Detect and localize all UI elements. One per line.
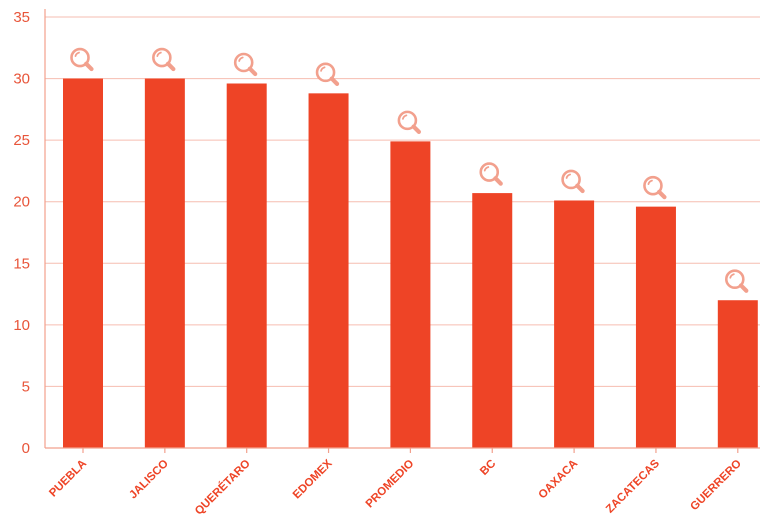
y-tick-label: 35 (13, 9, 30, 26)
x-category-labels: PUEBLA JALISCO QUERÉTARO EDOMEX PROMEDIO BC OA… (47, 457, 744, 518)
y-tick-label: 15 (13, 255, 30, 272)
bar (308, 93, 349, 448)
magnifier-icons (70, 47, 749, 293)
bar (635, 206, 676, 448)
x-category-label: BC (478, 458, 498, 478)
bar (144, 78, 185, 449)
magnifier-icon (397, 110, 421, 134)
y-tick-label: 0 (22, 440, 30, 457)
magnifier-icon (643, 175, 667, 200)
bar (63, 78, 103, 449)
magnifier-icon (70, 47, 94, 72)
magnifier-icon (724, 269, 749, 293)
y-tick-label: 10 (13, 317, 30, 334)
x-category-label: PROMEDIO (364, 458, 417, 511)
bar (390, 141, 431, 449)
bar (226, 83, 267, 449)
y-tick-label: 5 (22, 378, 30, 395)
magnifier-icon (561, 169, 585, 194)
bars (63, 78, 758, 449)
bar (717, 300, 758, 448)
x-category-label: OAXACA (536, 458, 580, 502)
bar (472, 193, 513, 448)
y-tick-label: 20 (13, 194, 30, 211)
bar (554, 200, 595, 448)
y-tick-label: 25 (13, 132, 30, 149)
x-category-label: GUERRERO (688, 458, 744, 514)
magnifier-icon (315, 62, 340, 86)
axes (44, 9, 760, 453)
x-category-label: QUERÉTARO (192, 457, 253, 518)
magnifier-icon (479, 162, 503, 186)
y-tick-labels: 0 5 10 15 20 25 30 35 (13, 9, 30, 457)
magnifier-icon (152, 47, 176, 72)
x-category-label: PUEBLA (47, 458, 89, 500)
x-category-label: EDOMEX (291, 457, 335, 501)
magnifier-icon (233, 52, 258, 77)
x-category-label: ZACATECAS (604, 457, 662, 515)
y-tick-label: 30 (13, 71, 30, 88)
x-category-label: JALISCO (127, 458, 171, 502)
